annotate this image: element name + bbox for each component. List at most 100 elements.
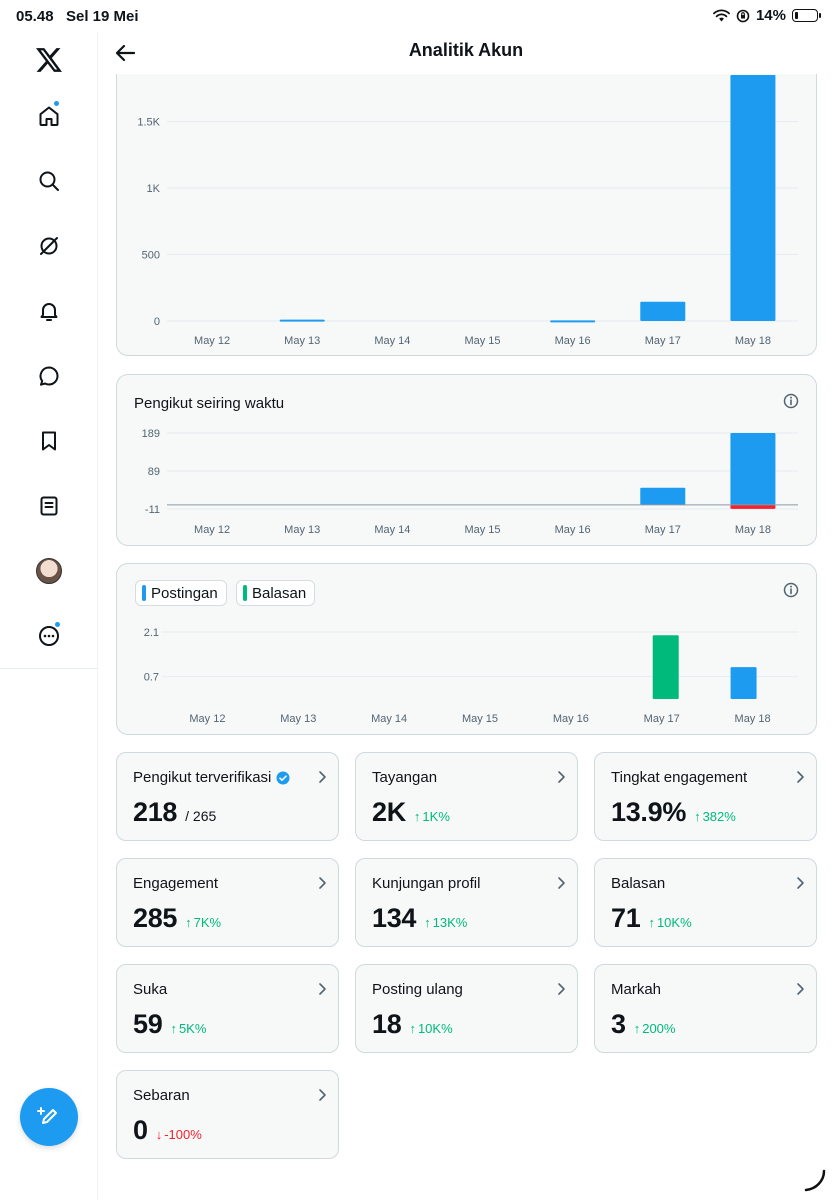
chevron-right-icon <box>797 771 804 783</box>
metric-label: Markah <box>611 981 661 998</box>
chevron-right-icon <box>319 983 326 995</box>
x-tick-label: May 12 <box>189 713 225 725</box>
home-indicator-icon <box>804 1169 826 1192</box>
metric-value-row: 218 / 265 <box>133 797 216 828</box>
metric-card[interactable]: Sebaran 0 ↓ -100% <box>116 1070 339 1159</box>
legend-label: Postingan <box>151 584 218 602</box>
chevron-right-icon <box>319 771 326 783</box>
legend-swatch <box>142 585 146 601</box>
x-tick-label: May 16 <box>553 713 589 725</box>
chevron-right-icon <box>558 877 565 889</box>
metric-change: ↑ 13K% <box>424 915 467 930</box>
chevron-right-icon <box>797 877 804 889</box>
metric-value: 18 <box>372 1009 402 1039</box>
chat-icon[interactable] <box>29 356 69 396</box>
y-tick-label: 1K <box>147 183 161 195</box>
metric-card[interactable]: Tingkat engagement 13.9% ↑ 382% <box>594 752 817 841</box>
metric-value-row: 2K ↑ 1K% <box>372 797 450 828</box>
compose-button[interactable] <box>20 1088 78 1146</box>
y-tick-label: 89 <box>148 466 160 478</box>
metric-change-value: 10K% <box>417 1021 453 1036</box>
arrow-left-icon <box>115 44 135 62</box>
metric-card[interactable]: Tayangan 2K ↑ 1K% <box>355 752 578 841</box>
search-icon[interactable] <box>29 161 69 201</box>
metric-value: 3 <box>611 1009 626 1039</box>
bar <box>640 301 686 321</box>
metric-label-text: Suka <box>133 981 168 998</box>
x-tick-label: May 15 <box>462 713 498 725</box>
arrow-up-icon: ↑ <box>694 809 701 824</box>
info-icon[interactable] <box>782 581 800 599</box>
metric-change-value: 5K% <box>178 1021 207 1036</box>
x-tick-label: May 13 <box>284 524 320 536</box>
metric-label-text: Markah <box>611 981 662 998</box>
bar <box>279 319 325 322</box>
arrow-up-icon: ↑ <box>424 915 431 930</box>
x-tick-label: May 18 <box>735 524 771 536</box>
metric-label: Tingkat engagement <box>611 769 747 786</box>
impressions-chart-card: 0 500 1K 1.5K May 12 May 13 May 14 May 15 May 16… <box>116 56 817 356</box>
bar <box>652 635 679 699</box>
metric-change-value: 1K% <box>422 809 450 824</box>
bookmark-icon[interactable] <box>29 421 69 461</box>
x-tick-label: May 17 <box>645 524 681 536</box>
bell-icon[interactable] <box>29 291 69 331</box>
metric-value-row: 3 ↑ 200% <box>611 1009 675 1040</box>
metric-card[interactable]: Engagement 285 ↑ 7K% <box>116 858 339 947</box>
chevron-right-icon <box>797 983 804 995</box>
x-logo-icon[interactable] <box>29 40 69 80</box>
more-icon[interactable] <box>29 616 69 656</box>
y-tick-label: 189 <box>142 428 160 440</box>
metric-card[interactable]: Balasan 71 ↑ 10K% <box>594 858 817 947</box>
x-tick-label: May 13 <box>280 713 316 725</box>
metric-label: Suka <box>133 981 167 998</box>
status-time: 05.48 <box>16 8 54 25</box>
metric-label: Tayangan <box>372 769 437 786</box>
chevron-right-icon <box>558 771 565 783</box>
y-tick-label: -11 <box>145 504 160 516</box>
legend-label: Balasan <box>252 584 307 602</box>
metric-value: 59 <box>133 1009 163 1039</box>
legend-balasan[interactable]: Balasan <box>236 580 316 606</box>
metric-value: 2K <box>372 797 406 827</box>
avatar[interactable] <box>29 551 69 591</box>
metric-card[interactable]: Pengikut terverifikasi 218 / 265 <box>116 752 339 841</box>
metric-change: ↑ 10K% <box>648 915 691 930</box>
metric-change: ↑ 1K% <box>414 809 450 824</box>
metric-change: ↑ 5K% <box>170 1021 206 1036</box>
metric-change: ↑ 382% <box>694 809 736 824</box>
x-tick-label: May 18 <box>735 713 771 725</box>
chevron-right-icon <box>319 1089 326 1101</box>
arrow-up-icon: ↑ <box>409 1021 416 1036</box>
metric-card[interactable]: Markah 3 ↑ 200% <box>594 964 817 1053</box>
metric-label: Pengikut terverifikasi <box>133 769 290 786</box>
sidebar <box>0 32 98 1200</box>
metric-card[interactable]: Posting ulang 18 ↑ 10K% <box>355 964 578 1053</box>
page-title-overlay: Analitik Akun <box>408 40 524 60</box>
header-backdrop <box>99 32 834 74</box>
home-icon[interactable] <box>29 96 69 136</box>
metric-change-value: 13K% <box>432 915 468 930</box>
metric-change: ↑ 7K% <box>185 915 221 930</box>
status-indicators: 14% <box>713 7 821 24</box>
list-icon[interactable] <box>29 486 69 526</box>
metric-value: 71 <box>611 903 641 933</box>
metric-change-value: 7K% <box>193 915 222 930</box>
x-tick-label: May 14 <box>374 524 410 536</box>
followers-chart-card: Pengikut seiring waktu -11 89 189 May 12 May… <box>116 374 817 546</box>
posts-chart-card: Postingan Balasan 0.7 2.1 May 12 May 13 May … <box>116 563 817 735</box>
metric-card[interactable]: Suka 59 ↑ 5K% <box>116 964 339 1053</box>
y-tick-label: 2.1 <box>144 627 159 639</box>
metric-card[interactable]: Kunjungan profil 134 ↑ 13K% <box>355 858 578 947</box>
chart-title: Pengikut seiring waktu <box>134 395 285 412</box>
grok-icon[interactable] <box>29 226 69 266</box>
y-tick-label: 1.5K <box>137 117 160 129</box>
info-icon[interactable] <box>782 392 800 410</box>
metric-label-text: Pengikut terverifikasi <box>133 769 272 786</box>
bar <box>730 667 757 699</box>
bar <box>730 75 776 321</box>
impressions-chart: 0 500 1K 1.5K May 12 May 13 May 14 May 15 May 16… <box>137 75 798 347</box>
legend-postingan[interactable]: Postingan <box>135 580 227 606</box>
compose-icon <box>37 1107 57 1124</box>
back-button-overlay[interactable] <box>110 38 140 68</box>
